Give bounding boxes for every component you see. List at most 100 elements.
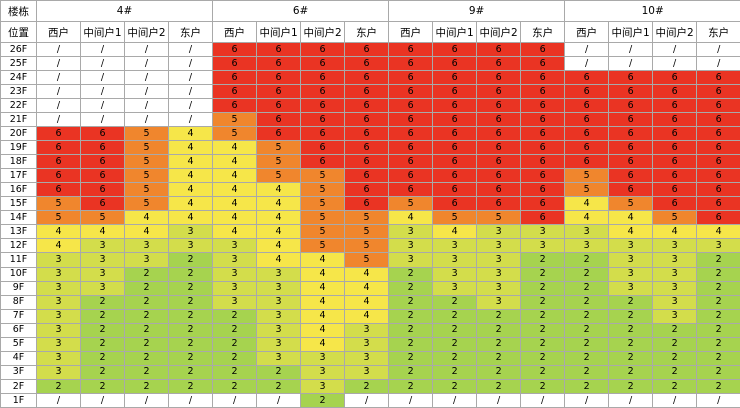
grid-cell[interactable]: 4: [256, 196, 302, 212]
grid-cell[interactable]: 6: [564, 126, 610, 142]
grid-cell[interactable]: 2: [696, 378, 740, 394]
grid-cell[interactable]: 2: [564, 280, 610, 296]
grid-cell[interactable]: 6: [476, 154, 522, 170]
grid-cell[interactable]: 2: [388, 336, 434, 352]
grid-cell[interactable]: 2: [167, 322, 214, 338]
grid-cell[interactable]: 2: [80, 322, 125, 338]
grid-cell[interactable]: 6: [696, 84, 740, 100]
grid-cell[interactable]: /: [167, 98, 214, 114]
grid-cell[interactable]: 6: [344, 112, 390, 128]
grid-cell[interactable]: /: [564, 392, 610, 408]
grid-cell[interactable]: 2: [652, 322, 698, 338]
grid-cell[interactable]: 3: [212, 252, 258, 268]
grid-cell[interactable]: 2: [520, 364, 566, 380]
grid-cell[interactable]: 6: [432, 168, 478, 184]
grid-cell[interactable]: 5: [344, 252, 390, 268]
grid-cell[interactable]: 2: [608, 336, 654, 352]
grid-cell[interactable]: 3: [344, 350, 390, 366]
grid-cell[interactable]: 3: [608, 252, 654, 268]
grid-cell[interactable]: 2: [167, 336, 214, 352]
grid-cell[interactable]: 6: [520, 140, 566, 156]
grid-cell[interactable]: 5: [344, 238, 390, 254]
grid-cell[interactable]: 2: [167, 252, 214, 268]
grid-cell[interactable]: 4: [256, 252, 302, 268]
grid-cell[interactable]: 4: [167, 168, 214, 184]
grid-cell[interactable]: 2: [520, 252, 566, 268]
grid-cell[interactable]: 6: [608, 154, 654, 170]
grid-cell[interactable]: 4: [344, 280, 390, 296]
grid-cell[interactable]: 6: [520, 112, 566, 128]
grid-cell[interactable]: 6: [608, 140, 654, 156]
grid-cell[interactable]: 5: [608, 196, 654, 212]
grid-cell[interactable]: 3: [344, 322, 390, 338]
grid-cell[interactable]: /: [564, 56, 610, 72]
grid-cell[interactable]: 4: [300, 336, 346, 352]
grid-cell[interactable]: 6: [432, 41, 478, 58]
grid-cell[interactable]: 6: [696, 140, 740, 156]
grid-cell[interactable]: 6: [388, 41, 434, 58]
grid-cell[interactable]: /: [212, 392, 258, 408]
grid-cell[interactable]: 2: [608, 308, 654, 324]
grid-cell[interactable]: 6: [520, 126, 566, 142]
grid-cell[interactable]: 6: [696, 154, 740, 170]
grid-cell[interactable]: 3: [36, 308, 81, 324]
grid-cell[interactable]: 6: [80, 196, 125, 212]
grid-cell[interactable]: 2: [212, 350, 258, 366]
grid-cell[interactable]: 5: [564, 168, 610, 184]
grid-cell[interactable]: 4: [652, 224, 698, 240]
grid-cell[interactable]: 6: [652, 154, 698, 170]
grid-cell[interactable]: 6: [652, 126, 698, 142]
grid-cell[interactable]: 3: [36, 322, 81, 338]
grid-cell[interactable]: 3: [476, 252, 522, 268]
grid-cell[interactable]: 2: [608, 294, 654, 310]
grid-cell[interactable]: 2: [564, 308, 610, 324]
grid-cell[interactable]: 2: [520, 266, 566, 282]
grid-cell[interactable]: 6: [80, 154, 125, 170]
grid-cell[interactable]: 6: [476, 98, 522, 114]
grid-cell[interactable]: 6: [256, 126, 302, 142]
grid-cell[interactable]: 6: [300, 84, 346, 100]
grid-cell[interactable]: /: [520, 392, 566, 408]
grid-cell[interactable]: 2: [564, 364, 610, 380]
grid-cell[interactable]: /: [256, 392, 302, 408]
grid-cell[interactable]: 4: [564, 196, 610, 212]
grid-cell[interactable]: 6: [652, 140, 698, 156]
grid-cell[interactable]: 6: [520, 168, 566, 184]
grid-cell[interactable]: 4: [300, 322, 346, 338]
grid-cell[interactable]: 3: [476, 294, 522, 310]
grid-cell[interactable]: /: [476, 392, 522, 408]
grid-cell[interactable]: 3: [80, 280, 125, 296]
grid-cell[interactable]: 6: [344, 98, 390, 114]
grid-cell[interactable]: 6: [476, 56, 522, 72]
grid-cell[interactable]: 5: [344, 210, 390, 226]
grid-cell[interactable]: 3: [256, 350, 302, 366]
grid-cell[interactable]: 6: [80, 140, 125, 156]
grid-cell[interactable]: /: [124, 392, 169, 408]
grid-cell[interactable]: 6: [432, 126, 478, 142]
grid-cell[interactable]: 6: [344, 168, 390, 184]
grid-cell[interactable]: /: [652, 392, 698, 408]
grid-cell[interactable]: 2: [167, 308, 214, 324]
grid-cell[interactable]: 6: [564, 98, 610, 114]
grid-cell[interactable]: /: [696, 56, 740, 72]
grid-cell[interactable]: 2: [432, 322, 478, 338]
grid-cell[interactable]: 3: [432, 252, 478, 268]
grid-cell[interactable]: 3: [608, 280, 654, 296]
grid-cell[interactable]: /: [36, 112, 81, 128]
grid-cell[interactable]: /: [36, 98, 81, 114]
grid-cell[interactable]: 2: [80, 308, 125, 324]
grid-cell[interactable]: 3: [212, 280, 258, 296]
grid-cell[interactable]: /: [167, 70, 214, 86]
grid-cell[interactable]: /: [124, 56, 169, 72]
grid-cell[interactable]: 6: [36, 168, 81, 184]
grid-cell[interactable]: /: [167, 392, 214, 408]
grid-cell[interactable]: 5: [652, 210, 698, 226]
grid-cell[interactable]: 6: [432, 182, 478, 198]
grid-cell[interactable]: /: [124, 41, 169, 58]
grid-cell[interactable]: 6: [432, 56, 478, 72]
grid-cell[interactable]: 5: [476, 210, 522, 226]
grid-cell[interactable]: 3: [36, 294, 81, 310]
grid-cell[interactable]: 6: [388, 168, 434, 184]
grid-cell[interactable]: 4: [300, 308, 346, 324]
grid-cell[interactable]: /: [36, 70, 81, 86]
